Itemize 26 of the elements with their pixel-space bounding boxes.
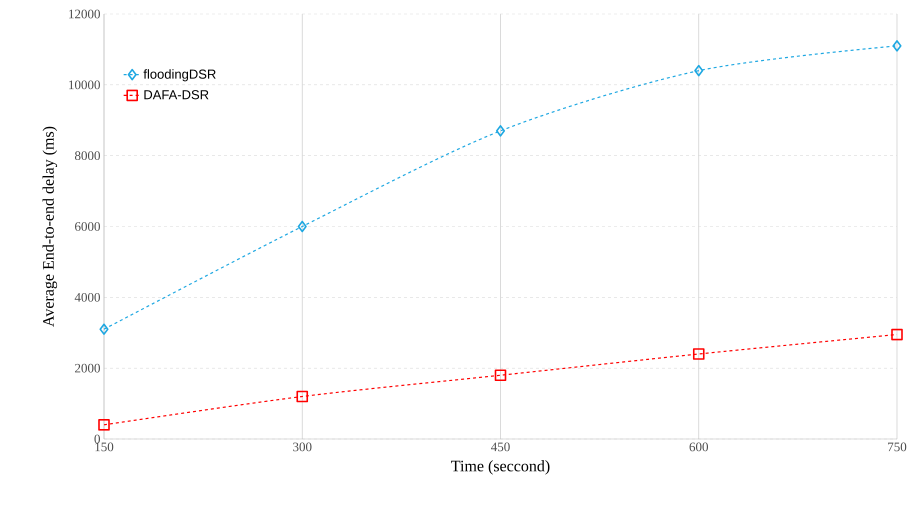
y-axis-title: Average End-to-end delay (ms) xyxy=(42,126,58,327)
y-tick-label: 8000 xyxy=(74,151,100,160)
y-tick-label: 10000 xyxy=(69,80,100,90)
point xyxy=(296,390,308,402)
legend-label: floodingDSR xyxy=(144,69,216,82)
y-tick-label: 4000 xyxy=(74,292,100,302)
point xyxy=(692,348,705,360)
y-tick-label: 6000 xyxy=(75,222,100,231)
point xyxy=(892,40,902,52)
y-tick-label: 12000 xyxy=(69,10,100,18)
x-tick-label: 600 xyxy=(690,442,708,452)
x-tick-label: 450 xyxy=(491,442,510,452)
point xyxy=(298,220,307,232)
point xyxy=(494,369,506,382)
y-tick-label: 2000 xyxy=(75,364,100,373)
point xyxy=(98,419,110,431)
point xyxy=(694,64,704,76)
point xyxy=(891,328,903,340)
legend-label: DAFA-DSR xyxy=(144,90,208,100)
x-tick-label: 150 xyxy=(95,442,114,452)
y-tick-label: 0 xyxy=(94,434,100,444)
x-tick-label: 750 xyxy=(888,442,906,452)
point xyxy=(99,323,109,336)
x-axis-title: Time (seccond) xyxy=(451,460,550,475)
point xyxy=(496,125,506,137)
x-tick-label: 300 xyxy=(293,442,312,452)
